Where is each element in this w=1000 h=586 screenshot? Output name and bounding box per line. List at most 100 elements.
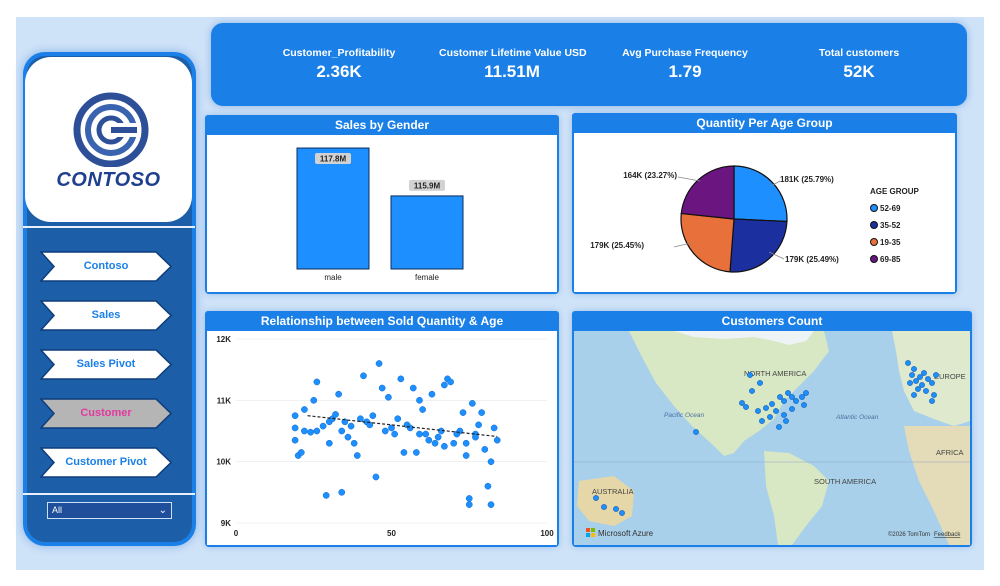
- nav-button-shape: [40, 251, 172, 282]
- scatter-point: [301, 427, 308, 435]
- scatter-point: [385, 393, 392, 401]
- scatter-point: [357, 415, 364, 423]
- map-label-north-america: NORTH AMERICA: [744, 369, 806, 378]
- scatter-point: [381, 427, 389, 435]
- data-label-bg: [409, 179, 445, 191]
- nav-button-sales-pivot[interactable]: Sales Pivot: [40, 349, 172, 380]
- scatter-point: [291, 436, 299, 444]
- legend-marker: [870, 221, 878, 229]
- kpi-value: 1.79: [668, 62, 702, 81]
- scatter-point: [409, 384, 417, 392]
- pie-slice-35-52: [729, 218, 788, 273]
- panel-title: Relationship between Sold Quantity & Age: [205, 311, 559, 331]
- legend-label: 69-85: [880, 255, 901, 264]
- customers-map[interactable]: NORTH AMERICA EUROPE Pacific Ocean Atlan…: [574, 331, 970, 545]
- pie-leader-line: [770, 180, 781, 187]
- scatter-point: [313, 378, 321, 386]
- scatter-point: [475, 421, 482, 429]
- scatter-point: [431, 439, 439, 447]
- kpi-card: Total customers 52K: [801, 47, 917, 82]
- bar-male: [296, 147, 370, 270]
- panel-body: 117.8M male 115.9M female: [207, 135, 557, 292]
- sidebar-divider: [23, 226, 195, 228]
- kpi-card: Customer_Profitability 2.36K: [279, 47, 399, 82]
- kpi-label: Total customers: [818, 47, 900, 59]
- scatter-point: [441, 381, 448, 389]
- nav-button-label: Sales Pivot: [76, 358, 136, 370]
- bar-category-label: male: [324, 273, 342, 282]
- pie-data-label: 164K (23.27%): [623, 171, 677, 180]
- age-group-pie-chart: 181K (25.79%) 179K (25.49%) 179K (25.45%) 1…: [590, 165, 920, 273]
- scatter-point: [344, 433, 352, 441]
- scatter-point: [434, 433, 442, 441]
- pie-data-label: 179K (25.45%): [590, 241, 644, 250]
- pie-slice-69-85: [680, 165, 735, 220]
- legend-label: 35-52: [880, 221, 901, 230]
- scatter-point: [462, 452, 470, 459]
- map-brand: Microsoft Azure: [598, 529, 654, 538]
- north-america-land: [629, 331, 829, 456]
- nav-button-label: Sales: [91, 309, 121, 321]
- scatter-point: [332, 411, 339, 418]
- map-markers: [593, 360, 939, 516]
- scatter-point: [372, 473, 380, 481]
- scatter-point: [369, 412, 377, 420]
- customers-count-map-panel[interactable]: Customers Count NORTH AMERICA EUROPE Pac…: [572, 311, 972, 547]
- quantity-per-age-group-panel[interactable]: Quantity Per Age Group 181K (25.79%) 179K…: [572, 113, 957, 294]
- pie-leader-line: [768, 251, 785, 260]
- scatter-point: [422, 430, 430, 438]
- scatter-point: [416, 430, 423, 438]
- map-label-australia: AUSTRALIA: [592, 487, 634, 496]
- filter-value: All: [52, 505, 63, 515]
- map-attribution: ©2026 TomTom: [888, 531, 930, 538]
- bar-category-label: female: [415, 273, 440, 282]
- quantity-age-scatter-panel[interactable]: Relationship between Sold Quantity & Age…: [205, 311, 559, 547]
- nav-button-sales[interactable]: Sales: [40, 300, 172, 331]
- scatter-point: [465, 495, 473, 502]
- age-group-filter-select[interactable]: All ⌄: [47, 502, 172, 519]
- scatter-point: [388, 424, 395, 432]
- panel-title: Sales by Gender: [205, 115, 559, 135]
- pie-slice-19-35: [680, 212, 735, 273]
- panel-body: NORTH AMERICA EUROPE Pacific Ocean Atlan…: [574, 331, 970, 545]
- scatter-point: [478, 409, 486, 416]
- panel-body: 12K 11K 10K 9K 0 50 100: [207, 331, 557, 545]
- bar-female: [390, 195, 464, 270]
- scatter-point: [297, 449, 305, 456]
- kpi-label: Avg Purchase Frequency: [622, 47, 748, 59]
- y-tick-label: 10K: [216, 458, 231, 467]
- logo-card: CONTOSO: [25, 57, 192, 222]
- map-feedback-link[interactable]: Feedback: [934, 532, 961, 538]
- x-tick-label: 0: [234, 529, 239, 538]
- nav-button-shape: [40, 349, 172, 380]
- quantity-age-scatter-chart: 12K 11K 10K 9K0 50 100: [216, 335, 554, 538]
- trend-line: [307, 415, 498, 438]
- nav-button-customer-pivot[interactable]: Customer Pivot: [40, 447, 172, 478]
- nav-button-label: Contoso: [83, 260, 129, 272]
- logo-text: CONTOSO: [56, 169, 161, 191]
- x-tick-label: 100: [540, 529, 554, 538]
- scatter-point: [450, 439, 458, 447]
- data-label-bg: [315, 153, 351, 165]
- scatter-point: [472, 433, 479, 441]
- scatter-point: [325, 439, 333, 447]
- pie-data-label: 179K (25.49%): [785, 255, 839, 264]
- scatter-point: [307, 428, 314, 436]
- scatter-point: [301, 406, 308, 413]
- nav-button-customer[interactable]: Customer: [40, 398, 172, 429]
- legend-marker: [870, 238, 878, 246]
- nav-button-shape: [40, 398, 172, 429]
- kpi-label: Customer Lifetime Value USD: [439, 47, 587, 59]
- microsoft-logo-icon: [586, 528, 595, 537]
- scatter-point: [459, 409, 467, 416]
- scatter-point: [462, 439, 470, 447]
- scatter-point: [397, 375, 405, 383]
- nav-button-contoso[interactable]: Contoso: [40, 251, 172, 282]
- scatter-point: [375, 360, 383, 367]
- map-label-europe: EUROPE: [934, 372, 966, 381]
- sales-by-gender-panel[interactable]: Sales by Gender 117.8M male 115.9M female: [205, 115, 559, 294]
- scatter-point: [353, 452, 361, 459]
- greenland-ice: [674, 331, 814, 345]
- x-tick-label: 50: [387, 529, 396, 538]
- legend-marker: [870, 204, 878, 212]
